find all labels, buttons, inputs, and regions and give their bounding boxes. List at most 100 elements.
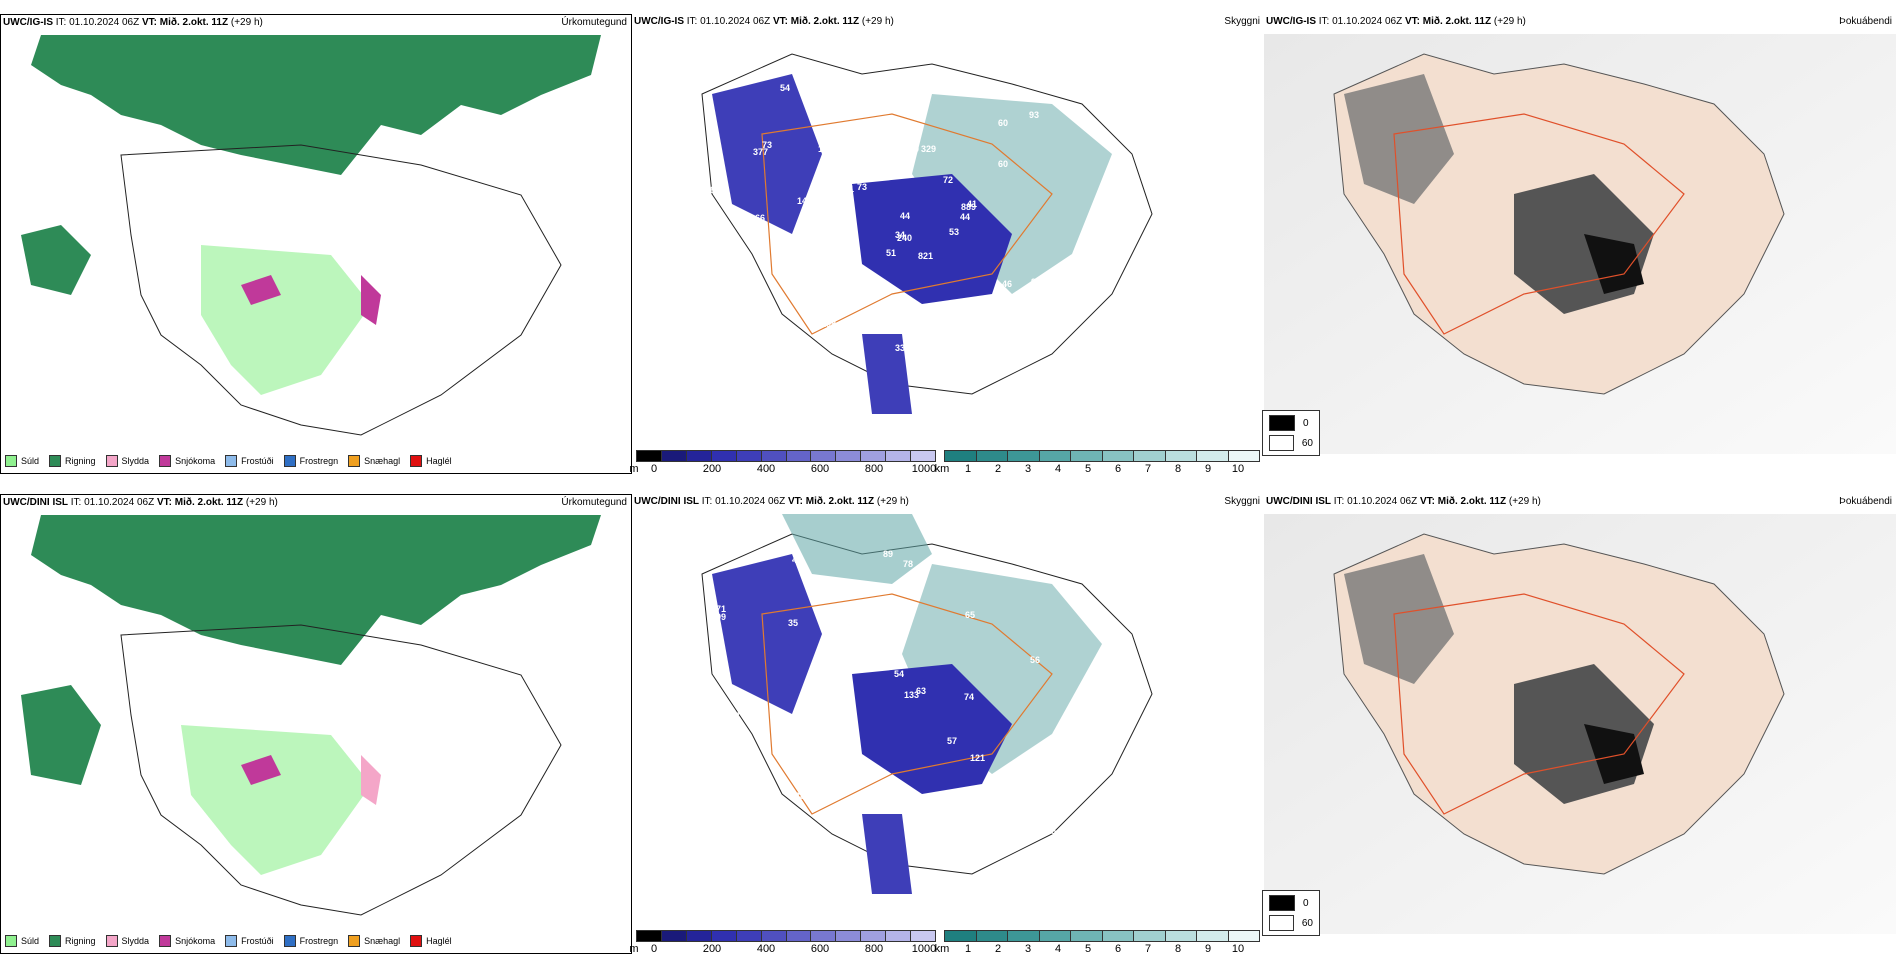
scale-unit: km bbox=[934, 943, 950, 955]
legend-item: Frostregn bbox=[283, 455, 338, 467]
scale-tick: 1 bbox=[964, 463, 972, 475]
fog-scale-item: 60 bbox=[1269, 915, 1313, 931]
scale-tick: 7 bbox=[1144, 463, 1152, 475]
scale-tick: 10 bbox=[1231, 943, 1245, 955]
cloud-base-scale: m 0 200 400 600 800 1000 bbox=[629, 450, 936, 476]
scale-cells bbox=[944, 450, 1260, 462]
cloud-base-label: 390 bbox=[706, 687, 721, 697]
legend-swatch bbox=[283, 455, 296, 467]
fog-swatch bbox=[1269, 415, 1295, 431]
cloud-base-label: 53 bbox=[949, 227, 959, 237]
cloud-base-label: 60 bbox=[998, 118, 1008, 128]
cloud-base-label: 37 bbox=[730, 711, 740, 721]
legend-swatch bbox=[283, 935, 296, 947]
scale-ticks: m 0 200 400 600 800 1000 bbox=[629, 942, 937, 956]
cloud-base-label: 91 bbox=[737, 356, 747, 366]
visibility-panel-row1: UWC/IG-IS IT: 01.10.2024 06Z VT: Mið. 2.… bbox=[629, 14, 1264, 476]
cloud-base-label: 44 bbox=[960, 212, 970, 222]
legend-item: Haglél bbox=[410, 455, 452, 467]
scale-tick: 600 bbox=[810, 943, 830, 955]
legend-swatch bbox=[410, 935, 423, 947]
scale-tick: 3 bbox=[1024, 463, 1032, 475]
cloud-base-label: 54 bbox=[1038, 742, 1048, 752]
scale-tick: 7 bbox=[1144, 943, 1152, 955]
cloud-base-label: 48 bbox=[792, 555, 802, 565]
legend-item: Snjókoma bbox=[159, 455, 215, 467]
cloud-base-label: 359 bbox=[900, 96, 915, 106]
cloud-base-label: 889 bbox=[961, 202, 976, 212]
cloud-base-label: 133 bbox=[904, 690, 919, 700]
cloud-base-label: 44 bbox=[900, 211, 910, 221]
panel-title: Úrkomutegund bbox=[561, 497, 627, 508]
visibility-map: 8213772409188963735532960535491666751606… bbox=[701, 53, 1153, 414]
scale-tick: 400 bbox=[756, 463, 776, 475]
cloud-base-label: 44 bbox=[1036, 281, 1046, 291]
cloud-base-label: 386 bbox=[795, 791, 810, 801]
fog-swatch bbox=[1269, 915, 1294, 931]
cloud-base-label: 46 bbox=[1002, 279, 1012, 289]
scale-tick: 200 bbox=[702, 943, 722, 955]
cloud-base-label: 148 bbox=[797, 196, 812, 206]
fog-map bbox=[1264, 34, 1896, 454]
cloud-base-label: 72 bbox=[943, 175, 953, 185]
cloud-base-label: 46 bbox=[831, 857, 841, 867]
fog-scale-item: 60 bbox=[1269, 435, 1313, 451]
cloud-base-label: 66 bbox=[755, 213, 765, 223]
cloud-base-label: 417 bbox=[946, 74, 961, 84]
cloud-base-label: 73 bbox=[857, 182, 867, 192]
cloud-base-label: 89 bbox=[883, 549, 893, 559]
scale-tick: 800 bbox=[864, 943, 884, 955]
scale-tick: 1000 bbox=[911, 943, 937, 955]
scale-cells bbox=[944, 930, 1260, 942]
cloud-base-label: 90 bbox=[1031, 277, 1041, 287]
scale-tick: 200 bbox=[702, 463, 722, 475]
cloud-base-label: 377 bbox=[753, 147, 768, 157]
cloud-base-label: 57 bbox=[947, 736, 957, 746]
cloud-base-label: 54 bbox=[819, 382, 829, 392]
cloud-base-label: 54 bbox=[953, 829, 963, 839]
scale-unit: m bbox=[629, 943, 639, 955]
panel-header: UWC/IG-IS IT: 01.10.2024 06Z VT: Mið. 2.… bbox=[3, 17, 263, 28]
scale-unit: m bbox=[629, 463, 639, 475]
cloud-base-label: 74 bbox=[964, 692, 974, 702]
panel-header: UWC/DINI ISL IT: 01.10.2024 06Z VT: Mið.… bbox=[1266, 496, 1541, 507]
cloud-base-label: 67 bbox=[898, 143, 908, 153]
fog-panel-row2: UWC/DINI ISL IT: 01.10.2024 06Z VT: Mið.… bbox=[1264, 494, 1896, 954]
cloud-base-label: 116 bbox=[807, 358, 822, 368]
legend-swatch bbox=[348, 455, 361, 467]
scale-tick: 0 bbox=[650, 463, 658, 475]
panel-title: Skyggni bbox=[1224, 16, 1260, 27]
cloud-base-label: 48 bbox=[705, 185, 715, 195]
legend-swatch bbox=[49, 455, 62, 467]
cloud-base-label: 63 bbox=[819, 853, 829, 863]
panel-header: UWC/IG-IS IT: 01.10.2024 06Z VT: Mið. 2.… bbox=[1266, 16, 1526, 27]
fog-scale-item: 0 bbox=[1269, 895, 1313, 911]
cloud-base-label: 91 bbox=[1115, 386, 1125, 396]
scale-tick: 5 bbox=[1084, 463, 1092, 475]
legend-item: Frostúði bbox=[225, 935, 274, 947]
panel-title: Skyggni bbox=[1224, 496, 1260, 507]
precip-legend: Súld Rigning Slydda Snjókoma Frostúði Fr… bbox=[5, 935, 452, 947]
scale-tick: 800 bbox=[864, 463, 884, 475]
precip-map bbox=[21, 515, 601, 916]
cloud-base-label: 35 bbox=[788, 618, 798, 628]
cloud-base-label: 84 bbox=[1065, 560, 1075, 570]
cloud-base-label: 89 bbox=[1120, 592, 1130, 602]
cloud-base-label: 121 bbox=[970, 753, 985, 763]
cloud-base-label: 240 bbox=[897, 233, 912, 243]
precip-panel-row1: UWC/IG-IS IT: 01.10.2024 06Z VT: Mið. 2.… bbox=[0, 14, 632, 474]
scale-tick: 5 bbox=[1084, 943, 1092, 955]
panel-title: Úrkomutegund bbox=[561, 17, 627, 28]
cloud-base-label: 60 bbox=[998, 159, 1008, 169]
fog-scale-row1: 0 60 bbox=[1262, 410, 1320, 456]
cloud-base-label: 48 bbox=[1080, 386, 1090, 396]
fog-map bbox=[1264, 514, 1896, 934]
cloud-base-label: 329 bbox=[921, 144, 936, 154]
cloud-base-label: 41 bbox=[967, 199, 977, 209]
fog-swatch bbox=[1269, 895, 1295, 911]
legend-item: Snæhagl bbox=[348, 455, 400, 467]
scale-tick: 6 bbox=[1114, 943, 1122, 955]
fog-panel-row1: UWC/IG-IS IT: 01.10.2024 06Z VT: Mið. 2.… bbox=[1264, 14, 1896, 474]
cloud-base-scale: m 0 200 400 600 800 1000 bbox=[629, 930, 937, 956]
legend-item: Frostúði bbox=[225, 455, 274, 467]
